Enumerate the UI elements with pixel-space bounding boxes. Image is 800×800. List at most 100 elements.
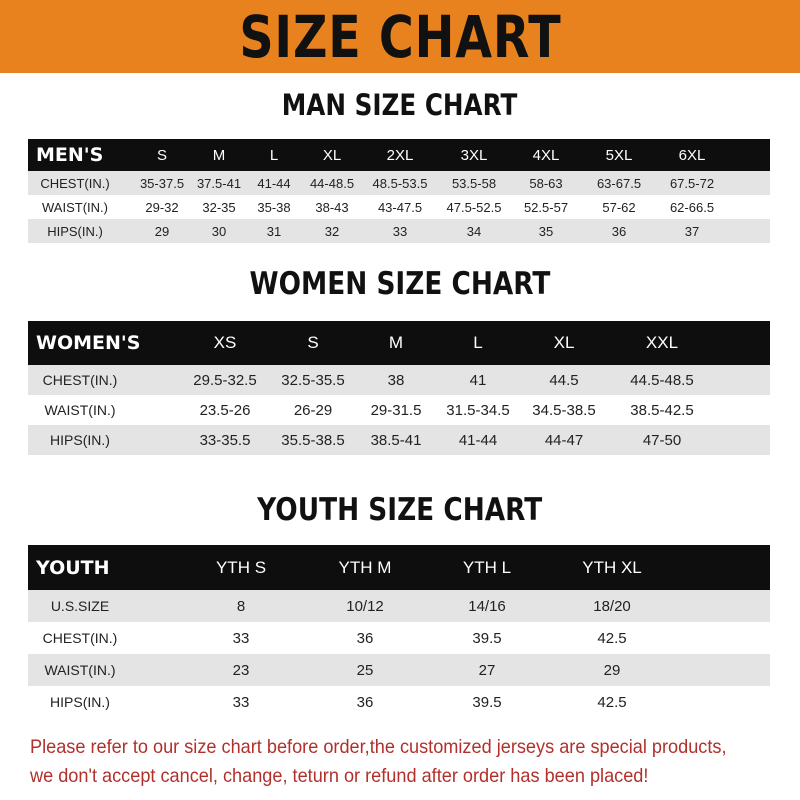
table-row: HIPS(IN.) 33-35.5 35.5-38.5 38.5-41 41-44 44-… [28,425,770,455]
table-cell: 52.5-57 [523,199,569,215]
table-cell: 33 [392,223,408,239]
table-cell: 39.5 [472,693,502,711]
table-cell: 33-35.5 [199,431,251,449]
table-row: WAIST(IN.) 23.5-26 26-29 29-31.5 31.5-34.5 34… [28,395,770,425]
banner-title: SIZE CHART [238,2,562,71]
table-cell: 35-37.5 [139,175,185,191]
table-cell: 67.5-72 [669,175,715,191]
table-cell: 48.5-53.5 [372,175,428,191]
table-cell: 38.5-41 [370,431,422,449]
table-cell: 38.5-42.5 [630,401,694,419]
table-cell: 18/20 [593,597,631,615]
size-header: 4XL [532,146,560,164]
table-cell: 47.5-52.5 [446,199,502,215]
size-header: M [388,333,404,352]
size-header: YTH L [462,557,512,577]
row-label: CHEST(IN.) [40,175,110,191]
size-header: XXL [645,333,679,352]
table-cell: 44.5 [549,371,579,389]
row-label: HIPS(IN.) [47,223,103,239]
table-row: WAIST(IN.) 29-32 32-35 35-38 38-43 43-47.5 47.… [28,195,770,219]
table-cell: 43-47.5 [377,199,423,215]
youth-table-label: YOUTH [36,556,110,579]
youth-size-table: YOUTH YTH S YTH M YTH L YTH XL U.S.SIZE 8 10/12… [28,545,770,718]
banner: SIZE CHART [0,0,800,73]
size-header: YTH XL [582,557,642,577]
table-cell: 63-67.5 [596,175,642,191]
table-cell: 38 [387,371,405,389]
table-cell: 33 [232,629,250,647]
table-row: CHEST(IN.) 29.5-32.5 32.5-35.5 38 41 44.5 44.5… [28,365,770,395]
men-header-row: MEN'S S M L XL 2XL 3XL 4XL 5XL 6XL [28,139,770,171]
table-cell: 29-31.5 [370,401,422,419]
size-header: M [212,146,226,164]
table-row: CHEST(IN.) 35-37.5 37.5-41 41-44 44-48.5 48.5… [28,171,770,195]
table-cell: 30 [211,223,227,239]
row-label: HIPS(IN.) [50,432,110,448]
size-header: 2XL [386,146,414,164]
table-cell: 38-43 [315,199,349,215]
youth-header-row: YOUTH YTH S YTH M YTH L YTH XL [28,545,770,590]
table-cell: 36 [356,693,374,711]
size-header: XS [213,333,237,352]
row-label: CHEST(IN.) [42,372,118,388]
table-cell: 33 [232,693,250,711]
note-line-1: Please refer to our size chart before or… [30,736,727,758]
table-cell: 41-44 [458,431,498,449]
table-cell: 44-48.5 [309,175,355,191]
table-cell: 23.5-26 [199,401,251,419]
table-cell: 32.5-35.5 [281,371,345,389]
size-header: XL [553,333,575,352]
youth-title: YOUTH SIZE CHART [0,492,800,528]
women-header-row: WOMEN'S XS S M L XL XXL [28,321,770,365]
table-row: U.S.SIZE 8 10/12 14/16 18/20 [28,590,770,622]
table-row: WAIST(IN.) 23 25 27 29 [28,654,770,686]
table-cell: 36 [356,629,374,647]
size-header: 5XL [605,146,633,164]
row-label: HIPS(IN.) [50,694,110,710]
table-row: HIPS(IN.) 29 30 31 32 33 34 35 36 37 [28,219,770,243]
table-cell: 29.5-32.5 [193,371,257,389]
table-cell: 31 [266,223,282,239]
table-cell: 29-32 [145,199,179,215]
table-cell: 32 [324,223,340,239]
table-cell: 34.5-38.5 [532,401,596,419]
men-table-label: MEN'S [36,144,104,166]
youth-title-text: YOUTH SIZE CHART [257,492,543,528]
table-cell: 41-44 [257,175,291,191]
table-cell: 10/12 [346,597,384,615]
table-cell: 39.5 [472,629,502,647]
table-cell: 37 [684,223,700,239]
row-label: CHEST(IN.) [42,630,118,646]
table-cell: 42.5 [597,693,627,711]
row-label: WAIST(IN.) [42,199,108,215]
table-cell: 23 [232,661,250,679]
men-title: MAN SIZE CHART [0,88,800,122]
table-cell: 58-63 [529,175,563,191]
women-size-table: WOMEN'S XS S M L XL XXL CHEST(IN.) 29.5-32.5 32.5… [28,321,770,455]
table-cell: 27 [478,661,496,679]
table-cell: 34 [466,223,482,239]
table-cell: 31.5-34.5 [446,401,510,419]
table-cell: 35 [538,223,554,239]
men-title-text: MAN SIZE CHART [282,88,518,122]
table-cell: 44-47 [544,431,584,449]
table-cell: 35.5-38.5 [281,431,345,449]
women-title-text: WOMEN SIZE CHART [249,266,551,302]
size-header: S [156,146,168,164]
table-cell: 26-29 [293,401,333,419]
table-row: CHEST(IN.) 33 36 39.5 42.5 [28,622,770,654]
table-cell: 8 [236,597,246,615]
table-cell: 36 [611,223,627,239]
table-cell: 25 [356,661,374,679]
row-label: WAIST(IN.) [44,402,116,418]
table-cell: 57-62 [602,199,636,215]
size-header: XL [322,146,342,164]
men-size-table: MEN'S S M L XL 2XL 3XL 4XL 5XL 6XL CHEST(IN.) 35-37… [28,139,770,243]
size-header: L [269,146,279,164]
size-header: 6XL [678,146,706,164]
size-header: YTH M [338,557,392,577]
size-header: S [307,333,319,352]
size-header: 3XL [460,146,488,164]
women-title: WOMEN SIZE CHART [0,266,800,302]
